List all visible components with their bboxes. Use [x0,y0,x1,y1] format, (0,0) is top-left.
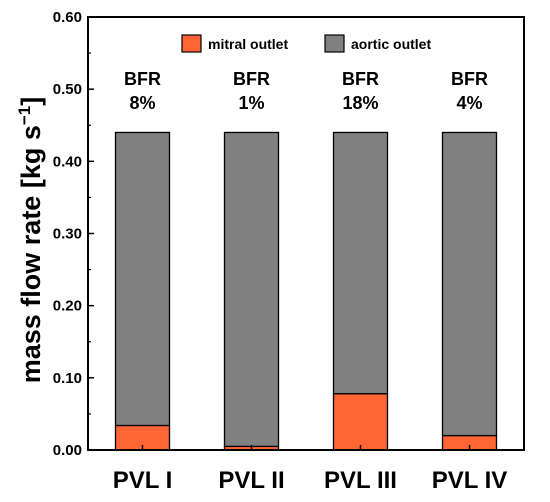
bar-aortic-1 [114,131,171,427]
bfr-value: 4% [456,93,482,113]
y-tick-label: 0.30 [53,226,82,243]
legend: mitral outlet aortic outlet [181,34,431,53]
y-tick-label: 0.60 [53,9,82,26]
bars-layer [114,131,498,451]
y-axis-label: mass flow rate [kg s−1] [15,97,46,384]
bfr-label: BFR [124,69,161,89]
bfr-value: 1% [238,93,264,113]
x-tick-label: PVL I [113,467,173,494]
bfr-label: BFR [233,69,270,89]
bar-aortic-2 [223,131,280,448]
y-axis-label-main: mass flow rate [kg s [16,125,46,383]
bar-mitral-3 [332,393,389,451]
legend-swatch-mitral [181,34,202,53]
legend-label-mitral: mitral outlet [208,36,288,52]
bfr-value: 18% [342,93,378,113]
bfr-label: BFR [451,69,488,89]
bfr-label: BFR [342,69,379,89]
y-axis-label-unit-exponent: −1 [15,106,34,125]
x-tick-label: PVL IV [432,467,508,494]
y-axis-label-close: ] [16,97,46,106]
y-tick-label: 0.20 [53,298,82,315]
bar-aortic-4 [441,131,498,437]
bfr-annotations: BFR 8% BFR 1% BFR 18% BFR 4% [124,69,488,113]
y-tick-label: 0.00 [53,442,82,459]
axes: PVL I PVL II PVL III PVL IV 0.00 0.10 0.20 0.30… [53,9,525,494]
bar-aortic-3 [332,131,389,395]
legend-swatch-aortic [324,34,345,53]
bfr-value: 8% [129,93,155,113]
legend-label-aortic: aortic outlet [351,36,431,52]
x-tick-label: PVL III [324,467,397,494]
y-tick-label: 0.50 [53,81,82,98]
y-tick-label: 0.10 [53,370,82,387]
x-tick-label: PVL II [218,467,284,494]
y-tick-label: 0.40 [53,153,82,170]
